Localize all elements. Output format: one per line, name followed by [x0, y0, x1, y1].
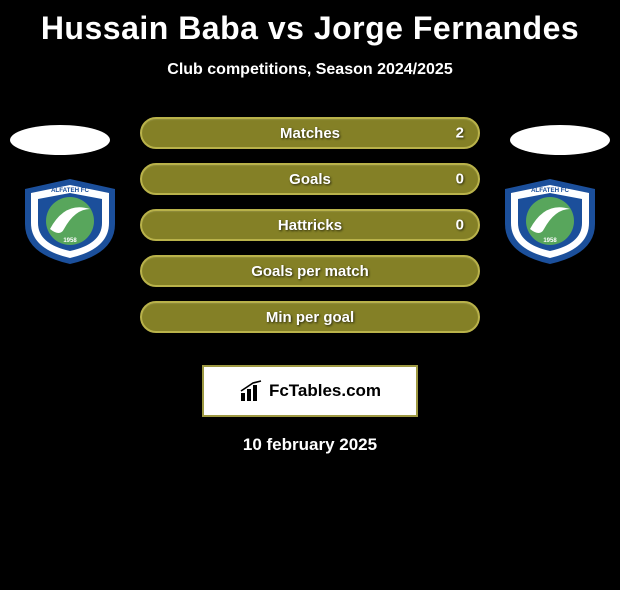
stat-label: Min per goal: [266, 309, 354, 326]
alfateh-shield-icon: ALFATEH FC 1958: [500, 179, 600, 264]
stat-label: Goals per match: [251, 263, 369, 280]
stat-value: 0: [456, 217, 464, 234]
page-subtitle: Club competitions, Season 2024/2025: [0, 61, 620, 79]
stat-row-matches: Matches 2: [140, 117, 480, 149]
stat-label: Hattricks: [278, 217, 342, 234]
bar-chart-icon: [239, 379, 263, 403]
stat-value: 2: [456, 125, 464, 142]
report-date: 10 february 2025: [0, 435, 620, 455]
club-badge-right: ALFATEH FC 1958: [500, 179, 600, 264]
source-logo-text: FcTables.com: [269, 381, 381, 401]
svg-text:ALFATEH FC: ALFATEH FC: [531, 187, 570, 194]
stat-row-min-per-goal: Min per goal: [140, 301, 480, 333]
stat-value: 0: [456, 171, 464, 188]
player-left-photo-placeholder: [10, 125, 110, 155]
svg-text:1958: 1958: [63, 238, 77, 244]
club-badge-left: ALFATEH FC 1958: [20, 179, 120, 264]
stats-area: ALFATEH FC 1958 ALFATEH FC 1958 Matches …: [0, 117, 620, 357]
stat-pills: Matches 2 Goals 0 Hattricks 0 Goals per …: [140, 117, 480, 333]
alfateh-shield-icon: ALFATEH FC 1958: [20, 179, 120, 264]
stat-label: Matches: [280, 125, 340, 142]
stat-row-hattricks: Hattricks 0: [140, 209, 480, 241]
stat-label: Goals: [289, 171, 331, 188]
source-logo-box: FcTables.com: [202, 365, 418, 417]
svg-text:ALFATEH FC: ALFATEH FC: [51, 187, 90, 194]
page-title: Hussain Baba vs Jorge Fernandes: [0, 10, 620, 47]
svg-text:1958: 1958: [543, 238, 557, 244]
stat-row-goals-per-match: Goals per match: [140, 255, 480, 287]
stat-row-goals: Goals 0: [140, 163, 480, 195]
player-right-photo-placeholder: [510, 125, 610, 155]
